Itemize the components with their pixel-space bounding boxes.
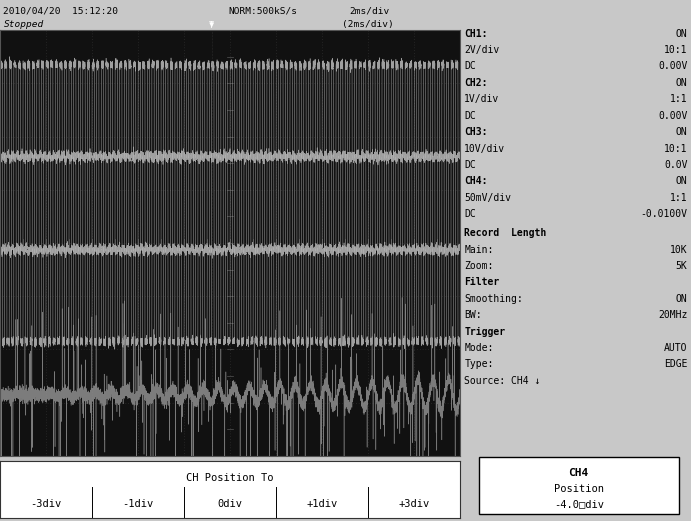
Text: 50mV/div: 50mV/div [464,193,511,203]
Text: EDGE: EDGE [664,359,688,369]
Text: -3div: -3div [30,499,61,509]
Text: Zoom:: Zoom: [464,261,494,271]
Text: 10V/div: 10V/div [464,143,506,154]
Text: 0.0V: 0.0V [664,160,688,170]
Text: -0.0100V: -0.0100V [641,209,688,219]
Text: 1V/div: 1V/div [464,94,500,104]
Text: NORM:500kS/s: NORM:500kS/s [228,7,297,16]
Text: Position: Position [553,483,604,493]
Text: 20MHz: 20MHz [658,310,688,320]
Text: 0.00V: 0.00V [658,111,688,121]
Text: DC: DC [464,61,476,71]
Text: ON: ON [676,78,688,88]
Text: Filter: Filter [464,277,500,288]
Text: CH1:: CH1: [464,29,488,39]
Text: 10:1: 10:1 [664,45,688,55]
Text: +3div: +3div [399,499,430,509]
Text: 1:1: 1:1 [670,94,688,104]
Text: -1div: -1div [122,499,153,509]
Text: 0.00V: 0.00V [658,61,688,71]
Text: Type:: Type: [464,359,494,369]
Text: DC: DC [464,111,476,121]
Text: DC: DC [464,160,476,170]
Text: CH2:: CH2: [464,78,488,88]
Text: 2V/div: 2V/div [464,45,500,55]
Text: Trigger: Trigger [464,327,506,337]
Text: ON: ON [676,294,688,304]
Text: ON: ON [676,127,688,137]
Text: +1div: +1div [307,499,338,509]
Text: (2ms/div): (2ms/div) [342,20,394,29]
Text: ON: ON [676,176,688,187]
Text: AUTO: AUTO [664,343,688,353]
Text: 10:1: 10:1 [664,143,688,154]
Text: 2ms/div: 2ms/div [349,7,389,16]
Text: T: T [209,21,214,30]
Text: BW:: BW: [464,310,482,320]
Text: CH3:: CH3: [464,127,488,137]
Text: Source: CH4 ↓: Source: CH4 ↓ [464,376,541,386]
Text: 1:1: 1:1 [670,193,688,203]
Text: -4.0□div: -4.0□div [553,499,604,509]
Text: Stopped: Stopped [3,20,44,29]
Text: DC: DC [464,209,476,219]
Text: CH4: CH4 [569,468,589,478]
Text: 2010/04/20  15:12:20: 2010/04/20 15:12:20 [3,7,118,16]
Text: Mode:: Mode: [464,343,494,353]
Text: 10K: 10K [670,244,688,255]
Text: CH Position To: CH Position To [187,473,274,482]
Text: Smoothing:: Smoothing: [464,294,523,304]
Text: Main:: Main: [464,244,494,255]
Text: 0div: 0div [218,499,243,509]
Text: 5K: 5K [676,261,688,271]
Text: CH4:: CH4: [464,176,488,187]
Text: Record  Length: Record Length [464,228,547,238]
Text: ON: ON [676,29,688,39]
